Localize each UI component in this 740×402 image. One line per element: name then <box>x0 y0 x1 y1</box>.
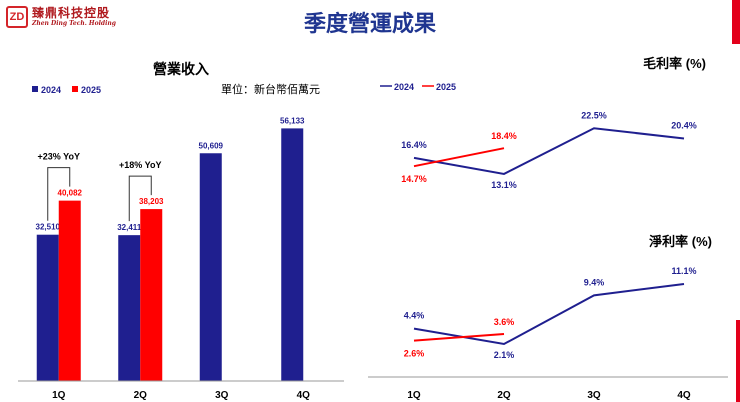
logo-mark-icon: ZD <box>6 6 28 28</box>
page-title: 季度營運成果 <box>303 11 436 36</box>
bar-label-2025-2Q: 38,203 <box>139 197 164 206</box>
bar-label-2024-3Q: 50,609 <box>199 141 224 150</box>
bar-category-3Q: 3Q <box>215 390 229 401</box>
line-category-2Q: 2Q <box>497 390 511 401</box>
line-label-2-2025-2Q: 3.6% <box>494 317 515 327</box>
accent-bar-bottom <box>736 320 740 402</box>
line-label-2-2024-4Q: 11.1% <box>671 266 696 276</box>
yoy-bracket-2Q <box>128 175 152 222</box>
bar-label-2024-2Q: 32,411 <box>117 223 142 232</box>
legend-swatch-2025 <box>72 86 78 92</box>
bar-2024-2Q <box>118 235 141 381</box>
line-legend-label-2025: 2025 <box>436 82 456 92</box>
line-series-2-2025 <box>413 333 505 342</box>
company-logo: ZD 臻鼎科技控股 Zhen Ding Tech. Holding <box>6 6 116 28</box>
line-label-1-2024-1Q: 16.4% <box>401 140 427 150</box>
yoy-annotation-2Q: +18% YoY <box>119 160 161 170</box>
line-category-4Q: 4Q <box>677 390 691 401</box>
bar-2024-3Q <box>199 153 222 381</box>
line-series-1-2025 <box>413 147 505 168</box>
bar-label-2025-1Q: 40,082 <box>58 189 83 198</box>
line-label-2-2024-3Q: 9.4% <box>584 277 605 287</box>
legend-swatch-2024 <box>32 86 38 92</box>
bar-chart-title: 營業收入 <box>153 61 209 77</box>
bar-label-2024-1Q: 32,510 <box>36 223 61 232</box>
line-category-1Q: 1Q <box>407 390 421 401</box>
bar-category-4Q: 4Q <box>297 390 311 401</box>
line-label-1-2024-4Q: 20.4% <box>671 120 697 130</box>
legend-label-2024: 2024 <box>41 85 61 95</box>
line-chart-title-2: 淨利率 (%) <box>649 234 712 249</box>
bar-label-2024-4Q: 56,133 <box>280 116 305 125</box>
line-label-2-2024-2Q: 2.1% <box>494 350 515 360</box>
line-series-1-2024 <box>413 127 685 175</box>
line-chart-title-1: 毛利率 (%) <box>643 56 706 71</box>
accent-bar <box>732 0 740 44</box>
bar-2024-4Q <box>281 128 304 381</box>
bar-2025-2Q <box>140 209 163 381</box>
line-label-2-2025-1Q: 2.6% <box>404 349 425 359</box>
logo-english-name: Zhen Ding Tech. Holding <box>32 20 116 27</box>
bar-chart-unit-note: 單位：新台幣佰萬元 <box>221 82 320 96</box>
yoy-annotation-1Q: +23% YoY <box>38 152 80 162</box>
line-series-2-2024 <box>413 283 685 346</box>
line-category-3Q: 3Q <box>587 390 601 401</box>
line-label-1-2025-1Q: 14.7% <box>401 174 427 184</box>
yoy-bracket-1Q <box>47 167 71 221</box>
bar-category-2Q: 2Q <box>134 390 148 401</box>
bar-2024-1Q <box>36 234 59 381</box>
bar-2025-1Q <box>58 200 81 381</box>
line-legend-label-2024: 2024 <box>394 82 414 92</box>
bar-category-1Q: 1Q <box>52 390 66 401</box>
line-label-2-2024-1Q: 4.4% <box>404 311 425 321</box>
legend-label-2025: 2025 <box>81 85 101 95</box>
line-label-1-2024-3Q: 22.5% <box>581 110 607 120</box>
line-label-1-2025-2Q: 18.4% <box>491 131 517 141</box>
logo-chinese-name: 臻鼎科技控股 <box>32 6 111 20</box>
line-label-1-2024-2Q: 13.1% <box>491 180 517 190</box>
